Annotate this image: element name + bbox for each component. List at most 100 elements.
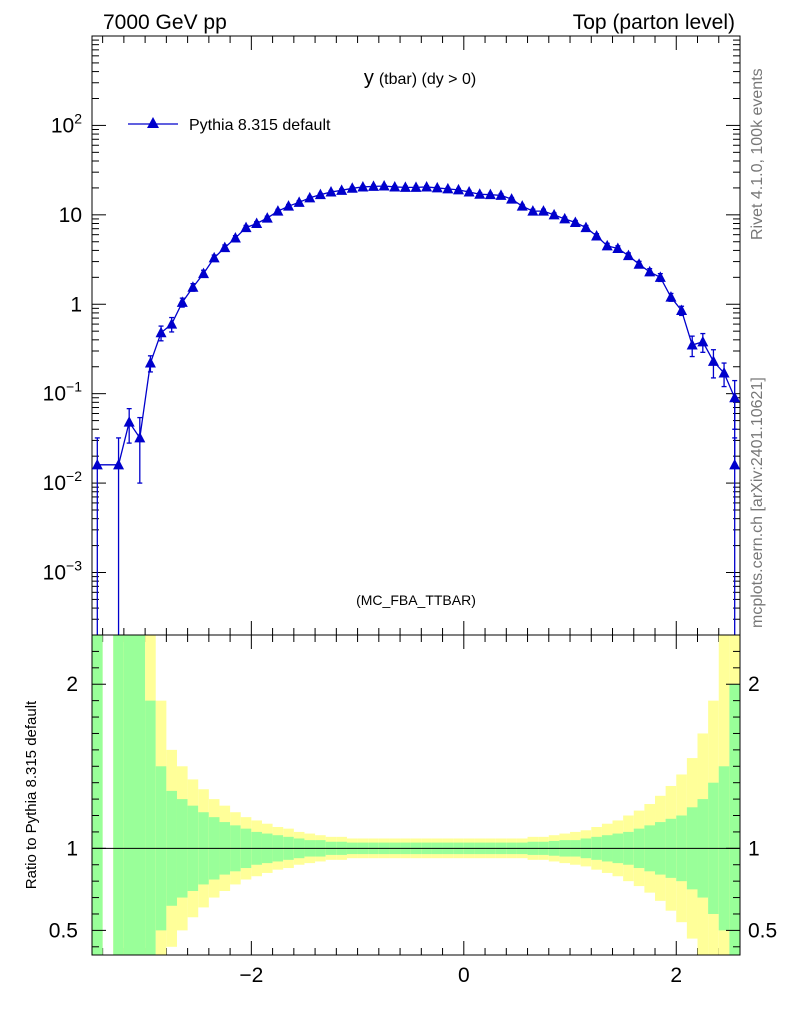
data-point-marker <box>548 208 560 220</box>
watermark-label: (MC_FBA_TTBAR) <box>356 592 476 608</box>
ratio-ylabel: Ratio to Pythia 8.315 default <box>23 700 40 889</box>
data-point-marker <box>113 458 125 470</box>
data-point-marker <box>293 196 305 207</box>
data-point-marker <box>569 216 581 228</box>
y-tick-label: 10−3 <box>43 558 83 585</box>
ratio-y-tick-label-left: 0.5 <box>49 919 78 942</box>
data-point-marker <box>495 189 507 200</box>
data-point-marker <box>123 416 135 427</box>
data-point-marker <box>325 186 337 197</box>
data-point-marker <box>399 181 411 192</box>
y-tick-label: 10−2 <box>43 468 83 495</box>
ratio-y-tick-label-right: 1 <box>748 837 760 860</box>
data-point-marker <box>601 239 613 251</box>
header-energy-label: 7000 GeV pp <box>103 11 227 34</box>
data-point-marker <box>559 212 571 224</box>
ratio-band-inner <box>92 635 103 955</box>
data-point-marker <box>389 180 401 192</box>
series-data <box>92 180 740 635</box>
data-point-marker <box>155 326 167 338</box>
data-point-marker <box>421 180 433 192</box>
data-point-marker <box>654 271 666 282</box>
data-point-marker <box>718 367 730 378</box>
y-tick-label-exp: −1 <box>66 379 82 395</box>
data-point-marker <box>144 357 156 368</box>
data-point-marker <box>463 186 475 197</box>
data-point-marker <box>198 267 210 279</box>
y-tick-label: 102 <box>51 110 82 137</box>
legend: Pythia 8.315 default <box>128 117 331 134</box>
ratio-y-tick-label-left: 2 <box>66 673 78 696</box>
x-tick-label: 2 <box>670 964 682 987</box>
data-point-marker <box>697 335 709 347</box>
legend-marker <box>147 117 159 128</box>
y-tick-label-exp: −2 <box>66 468 82 484</box>
data-point-marker <box>622 249 634 261</box>
data-point-marker <box>452 183 464 195</box>
data-point-marker <box>187 281 199 292</box>
data-point-marker <box>431 181 443 193</box>
series-line <box>97 185 736 466</box>
data-point-marker <box>644 265 656 277</box>
ratio-frame <box>91 634 741 956</box>
data-point-marker <box>208 251 220 263</box>
data-point-marker <box>357 180 369 192</box>
data-point-marker <box>176 296 188 307</box>
data-point-marker <box>134 431 146 443</box>
ratio-panel: −2 0 2 0.5 0.5 1 1 2 2 <box>49 634 777 987</box>
ratio-y-tick-label-left: 1 <box>66 837 78 860</box>
data-point-marker <box>442 182 454 194</box>
data-point-marker <box>484 188 496 200</box>
y-tick-label-exp: 2 <box>74 110 82 126</box>
y-tick-label-exp: −3 <box>66 558 82 574</box>
plot-title-sub: (tbar) (dy > 0) <box>379 71 476 88</box>
y-tick-label: 1 <box>70 293 82 316</box>
data-point-marker <box>229 232 241 243</box>
data-point-marker <box>729 458 740 470</box>
data-point-marker <box>506 193 518 204</box>
data-point-marker <box>92 458 103 470</box>
header-process-label: Top (parton level) <box>573 11 735 34</box>
ratio-band-inner <box>134 635 146 955</box>
y-tick-label: 10−1 <box>43 379 83 406</box>
data-point-marker <box>527 205 539 216</box>
data-point-marker <box>729 391 740 403</box>
data-point-marker <box>686 339 698 350</box>
data-point-marker <box>336 184 348 195</box>
ratio-y-tick-label-right: 2 <box>748 673 760 696</box>
y-tick-label-base: 10 <box>51 114 74 137</box>
data-point-marker <box>537 205 549 216</box>
x-tick-label: −2 <box>239 964 263 987</box>
data-point-marker <box>261 212 273 223</box>
data-point-marker <box>314 188 326 200</box>
data-point-marker <box>368 180 380 191</box>
ratio-bands <box>92 635 740 955</box>
data-point-marker <box>591 229 603 241</box>
ratio-band-inner <box>113 635 124 955</box>
ratio-band-inner <box>729 684 740 955</box>
data-point-marker <box>665 291 677 302</box>
plot-title-main: y <box>364 67 374 89</box>
y-tick-label-base: 10 <box>43 472 66 495</box>
y-tick-label: 10 <box>59 204 82 227</box>
ratio-y-tick-label-right: 0.5 <box>748 919 777 942</box>
data-point-marker <box>474 188 486 199</box>
data-point-marker <box>378 180 390 191</box>
data-point-marker <box>251 217 263 228</box>
data-point-marker <box>676 304 688 316</box>
data-point-marker <box>304 191 316 203</box>
data-point-marker <box>410 181 422 192</box>
data-point-marker <box>346 182 358 193</box>
side-mcplots-label: mcplots.cern.ch [arXiv:2401.10621] <box>749 377 766 628</box>
data-point-marker <box>272 205 284 216</box>
data-point-marker <box>580 221 592 233</box>
data-point-marker <box>283 200 295 211</box>
ratio-band-inner <box>145 700 156 955</box>
plot-title: y (tbar) (dy > 0) <box>364 67 476 89</box>
data-point-marker <box>707 355 719 366</box>
ratio-band-inner <box>123 635 135 955</box>
y-tick-label-base: 10 <box>43 562 66 585</box>
y-tick-label-base: 10 <box>43 383 66 406</box>
data-point-marker <box>166 318 178 329</box>
